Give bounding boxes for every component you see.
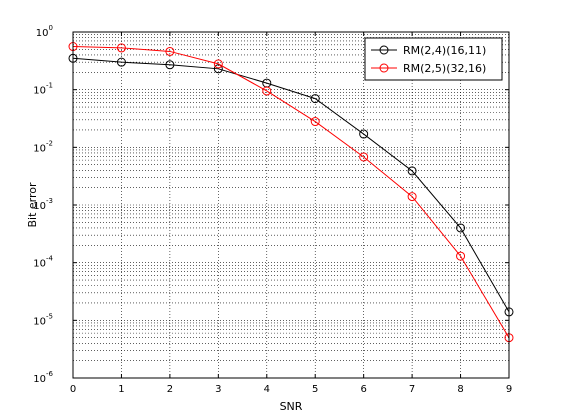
data-point <box>165 60 175 70</box>
data-point <box>359 152 369 162</box>
legend: RM(2,4)(16,11) RM(2,5)(32,16) <box>364 37 503 81</box>
data-point <box>359 129 369 139</box>
data-point <box>407 166 417 176</box>
y-axis-label: Bit error <box>26 182 39 228</box>
data-point <box>456 223 466 233</box>
legend-marker <box>379 45 389 55</box>
data-point <box>116 43 126 53</box>
legend-marker <box>379 63 389 73</box>
x-tick-label: 7 <box>409 384 415 395</box>
series-layer <box>68 42 514 343</box>
x-axis-label: SNR <box>280 400 303 413</box>
x-tick-label: 3 <box>215 384 221 395</box>
data-point <box>456 251 466 261</box>
data-point <box>213 59 223 69</box>
data-point <box>407 192 417 202</box>
y-tick-label: 10-5 <box>33 312 53 327</box>
y-tick-label: 10-6 <box>33 370 53 385</box>
data-point <box>262 86 272 96</box>
series-line-2 <box>72 46 510 338</box>
x-tick-label: 4 <box>264 384 270 395</box>
x-tick-label: 9 <box>506 384 512 395</box>
x-axis: 0 1 2 3 4 5 6 7 8 9 <box>70 32 512 395</box>
data-point <box>213 64 223 74</box>
y-tick-label: 10-2 <box>33 139 53 154</box>
data-point <box>310 117 320 127</box>
y-tick-label: 100 <box>36 24 53 39</box>
legend-label: RM(2,5)(32,16) <box>403 62 486 75</box>
x-tick-label: 6 <box>360 384 366 395</box>
x-tick-label: 0 <box>70 384 76 395</box>
plot-frame <box>72 31 510 379</box>
series-line-1 <box>72 57 510 313</box>
x-tick-label: 5 <box>312 384 318 395</box>
y-tick-label: 10-4 <box>33 255 53 270</box>
data-point <box>310 94 320 104</box>
data-point <box>116 57 126 67</box>
legend-label: RM(2,4)(16,11) <box>403 44 486 57</box>
x-tick-label: 1 <box>118 384 124 395</box>
y-tick-label: 10-1 <box>33 82 53 97</box>
legend-box <box>364 37 503 81</box>
grid <box>73 32 509 378</box>
x-tick-label: 8 <box>457 384 463 395</box>
data-point <box>165 46 175 56</box>
x-tick-label: 2 <box>167 384 173 395</box>
